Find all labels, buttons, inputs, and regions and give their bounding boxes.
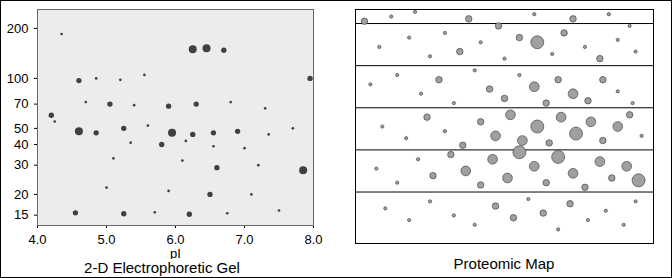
svg-text:6.0: 6.0: [166, 232, 184, 247]
svg-text:200: 200: [7, 21, 29, 36]
svg-text:20: 20: [14, 187, 28, 202]
svg-text:70: 70: [14, 96, 28, 111]
svg-text:pI: pI: [170, 246, 181, 260]
svg-text:4.0: 4.0: [28, 232, 46, 247]
svg-text:7.0: 7.0: [235, 232, 253, 247]
html-text:Proteomic Map: Proteomic Map: [453, 255, 555, 272]
svg-text:50: 50: [14, 121, 28, 136]
svg-text:8.0: 8.0: [304, 232, 322, 247]
svg-text:40: 40: [14, 137, 28, 152]
svg-text:5.0: 5.0: [97, 232, 115, 247]
svg-text:15: 15: [14, 207, 28, 222]
svg-text:30: 30: [14, 157, 28, 172]
html-text:2-D Electrophoretic Gel: 2-D Electrophoretic Gel: [84, 259, 240, 276]
svg-text:100: 100: [7, 71, 29, 86]
